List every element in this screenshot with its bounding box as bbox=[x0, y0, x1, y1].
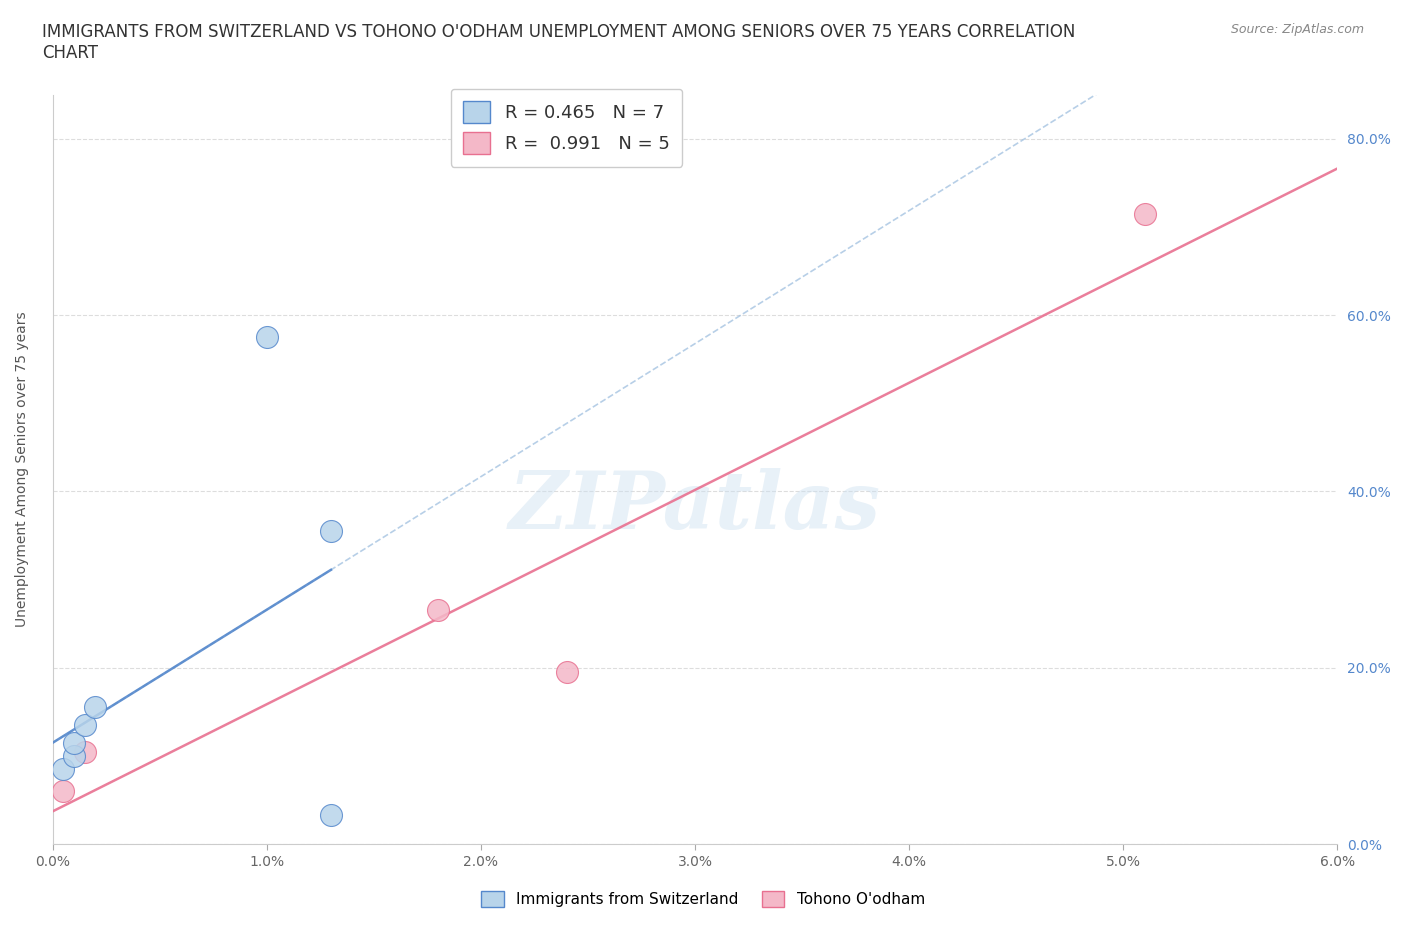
Point bbox=[1133, 206, 1156, 221]
Point bbox=[319, 524, 342, 538]
Text: ZIPatlas: ZIPatlas bbox=[509, 468, 882, 546]
Point bbox=[84, 700, 107, 715]
Point bbox=[63, 736, 86, 751]
Point bbox=[52, 762, 75, 777]
Y-axis label: Unemployment Among Seniors over 75 years: Unemployment Among Seniors over 75 years bbox=[15, 312, 30, 627]
Point bbox=[555, 665, 578, 680]
Text: CHART: CHART bbox=[42, 44, 98, 61]
Point bbox=[73, 718, 96, 733]
Point bbox=[73, 744, 96, 759]
Text: Source: ZipAtlas.com: Source: ZipAtlas.com bbox=[1230, 23, 1364, 36]
Point bbox=[427, 603, 450, 618]
Point bbox=[63, 749, 86, 764]
Legend: Immigrants from Switzerland, Tohono O'odham: Immigrants from Switzerland, Tohono O'od… bbox=[475, 884, 931, 913]
Point bbox=[319, 807, 342, 822]
Point bbox=[52, 784, 75, 799]
Point bbox=[256, 330, 278, 345]
Text: IMMIGRANTS FROM SWITZERLAND VS TOHONO O'ODHAM UNEMPLOYMENT AMONG SENIORS OVER 75: IMMIGRANTS FROM SWITZERLAND VS TOHONO O'… bbox=[42, 23, 1076, 41]
Legend: R = 0.465   N = 7, R =  0.991   N = 5: R = 0.465 N = 7, R = 0.991 N = 5 bbox=[451, 88, 682, 167]
